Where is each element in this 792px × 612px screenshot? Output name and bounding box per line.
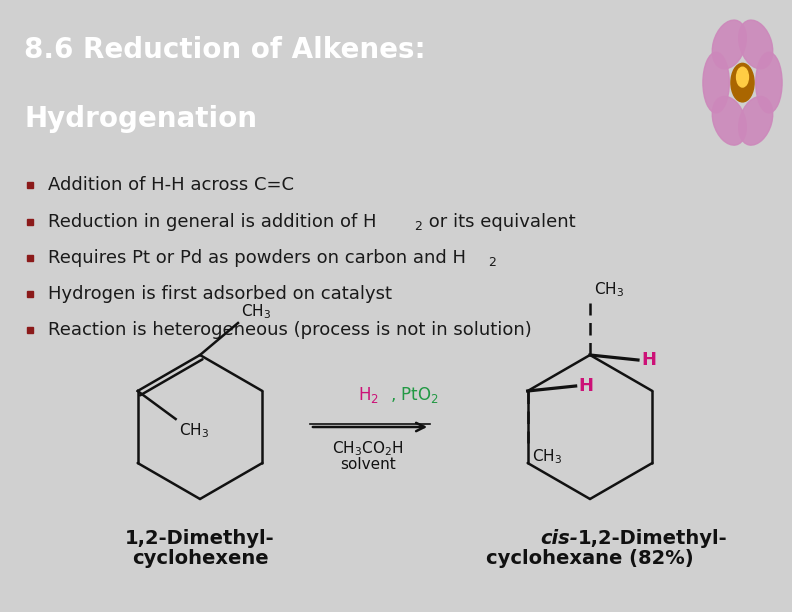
Text: 1,2-Dimethyl-: 1,2-Dimethyl- <box>578 529 728 548</box>
Ellipse shape <box>712 97 746 145</box>
Text: CH$_3$: CH$_3$ <box>241 302 271 321</box>
Circle shape <box>737 67 748 87</box>
Text: CH$_3$: CH$_3$ <box>179 421 209 439</box>
Text: CH$_3$: CH$_3$ <box>594 280 624 299</box>
Ellipse shape <box>703 53 729 113</box>
Text: 2: 2 <box>414 220 422 233</box>
Text: H$_2$: H$_2$ <box>357 385 379 405</box>
Text: Hydrogenation: Hydrogenation <box>25 105 257 133</box>
Text: 2: 2 <box>488 255 496 269</box>
Text: 8.6 Reduction of Alkenes:: 8.6 Reduction of Alkenes: <box>25 35 426 64</box>
Text: Requires Pt or Pd as powders on carbon and H: Requires Pt or Pd as powders on carbon a… <box>48 249 466 267</box>
Text: Hydrogen is first adsorbed on catalyst: Hydrogen is first adsorbed on catalyst <box>48 285 392 303</box>
Text: cyclohexane (82%): cyclohexane (82%) <box>486 549 694 568</box>
Ellipse shape <box>739 97 773 145</box>
Ellipse shape <box>712 20 746 69</box>
Text: H: H <box>579 377 594 395</box>
Text: , PtO$_2$: , PtO$_2$ <box>390 385 439 405</box>
Text: Addition of H-H across C=C: Addition of H-H across C=C <box>48 176 294 194</box>
Text: Reduction in general is addition of H: Reduction in general is addition of H <box>48 213 376 231</box>
Circle shape <box>731 63 754 102</box>
Text: CH$_3$: CH$_3$ <box>531 447 562 466</box>
Text: cyclohexene: cyclohexene <box>131 549 268 568</box>
Text: Reaction is heterogeneous (process is not in solution): Reaction is heterogeneous (process is no… <box>48 321 531 339</box>
Text: solvent: solvent <box>340 457 396 472</box>
Text: or its equivalent: or its equivalent <box>423 213 576 231</box>
Text: cis-: cis- <box>540 529 578 548</box>
Text: 1,2-Dimethyl-: 1,2-Dimethyl- <box>125 529 275 548</box>
Ellipse shape <box>756 53 782 113</box>
Text: H: H <box>641 351 656 369</box>
Ellipse shape <box>739 20 773 69</box>
Text: CH$_3$CO$_2$H: CH$_3$CO$_2$H <box>332 439 404 458</box>
